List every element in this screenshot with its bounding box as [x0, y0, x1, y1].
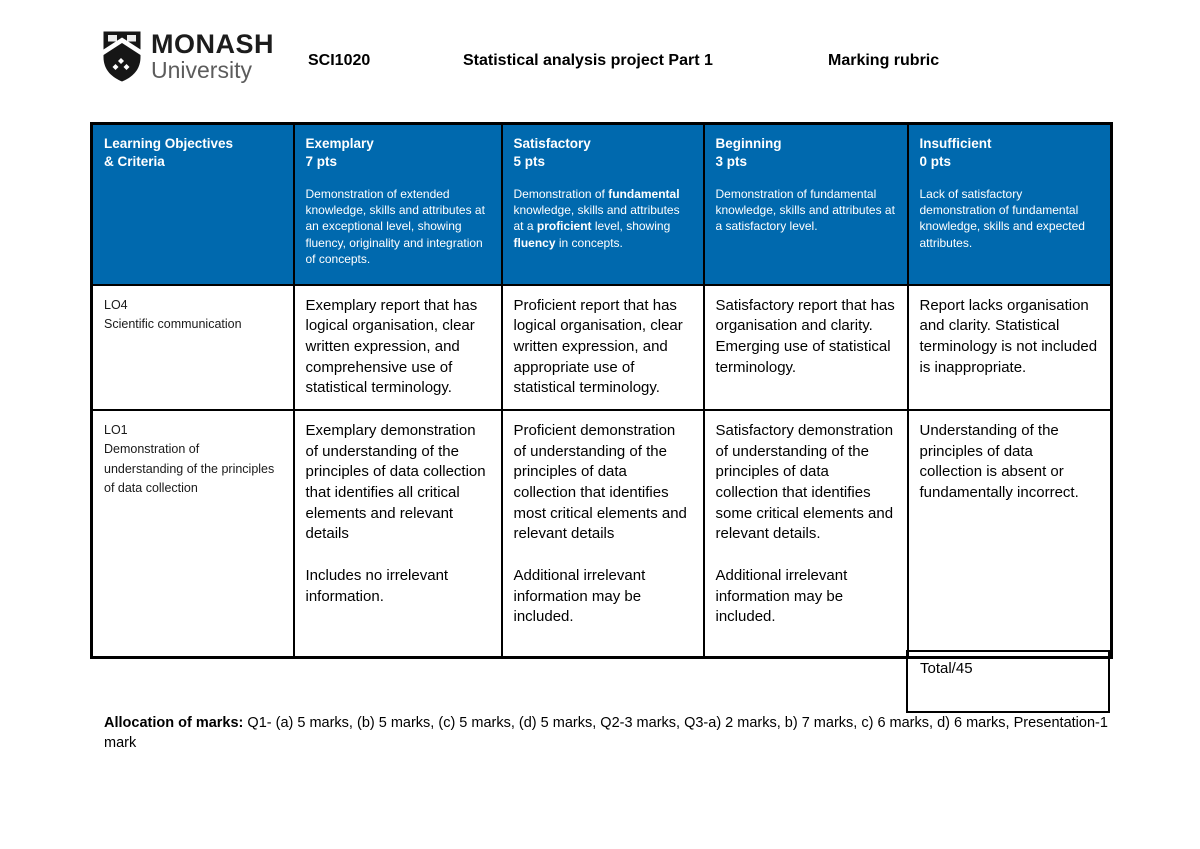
allocation-label: Allocation of marks: — [104, 715, 244, 731]
criteria-header-line1: Learning Objectives — [104, 136, 234, 151]
header-level-insufficient: Insufficient 0 pts Lack of satisfactory … — [906, 122, 1113, 286]
monash-logo: MONASH University — [102, 30, 274, 83]
header-level-beginning: Beginning 3 pts Demonstration of fundame… — [702, 122, 909, 286]
rubric-header-row: Learning Objectives & Criteria Exemplary… — [90, 122, 1113, 286]
rubric-table: Learning Objectives & Criteria Exemplary… — [90, 122, 1113, 660]
cell-lo4-insufficient: Report lacks organisation and clarity. S… — [906, 283, 1113, 411]
lo-code: LO1 — [104, 422, 128, 437]
level-points: 7 pts — [305, 153, 338, 169]
level-title: Satisfactory — [513, 136, 591, 151]
level-title: Insufficient — [919, 136, 992, 151]
criterion-label-lo4: LO4 Scientific communication — [90, 283, 295, 411]
logo-monash-label: MONASH — [151, 29, 274, 59]
lo-code: LO4 — [104, 297, 128, 312]
cell-lo1-satisfactory: Proficient demonstration of understandin… — [500, 408, 705, 659]
level-title: Exemplary — [305, 136, 374, 151]
cell-lo4-beginning: Satisfactory report that has organisatio… — [702, 283, 909, 411]
total-label: Total/45 — [920, 660, 973, 677]
cell-lo4-satisfactory: Proficient report that has logical organ… — [500, 283, 705, 411]
level-title: Beginning — [715, 136, 782, 151]
allocation-text: Q1- (a) 5 marks, (b) 5 marks, (c) 5 mark… — [104, 715, 1108, 751]
allocation-note: Allocation of marks: Q1- (a) 5 marks, (b… — [104, 714, 1114, 753]
monash-shield-icon — [103, 31, 141, 82]
level-points: 3 pts — [715, 153, 748, 169]
monash-logo-text: MONASH University — [151, 31, 274, 82]
logo-university-label: University — [151, 57, 252, 83]
level-points: 0 pts — [919, 153, 952, 169]
document-title: Statistical analysis project Part 1 — [463, 52, 713, 69]
cell-lo1-beginning: Satisfactory demonstration of understand… — [702, 408, 909, 659]
level-description: Demonstration of extended knowledge, ski… — [305, 186, 485, 266]
total-box: Total/45 — [906, 650, 1110, 713]
lo-criterion: Scientific communication — [104, 316, 242, 331]
cell-lo1-insufficient: Understanding of the principles of data … — [906, 408, 1113, 659]
header-level-exemplary: Exemplary 7 pts Demonstration of extende… — [292, 122, 503, 286]
rubric-row-lo1: LO1 Demonstration of understanding of th… — [90, 408, 1113, 659]
criterion-label-lo1: LO1 Demonstration of understanding of th… — [90, 408, 295, 659]
level-description: Demonstration of fundamental knowledge, … — [715, 186, 895, 234]
header-criteria: Learning Objectives & Criteria — [90, 122, 295, 286]
header-level-satisfactory: Satisfactory 5 pts Demonstration of fund… — [500, 122, 705, 286]
level-description: Lack of satisfactory demonstration of fu… — [919, 186, 1085, 250]
document-subtitle: Marking rubric — [828, 52, 940, 69]
rubric-row-lo4: LO4 Scientific communication Exemplary r… — [90, 283, 1113, 411]
level-description: Demonstration of fundamental knowledge, … — [513, 186, 680, 250]
level-points: 5 pts — [513, 153, 546, 169]
cell-lo4-exemplary: Exemplary report that has logical organi… — [292, 283, 503, 411]
criteria-header-line2: & Criteria — [104, 153, 165, 169]
lo-criterion: Demonstration of understanding of the pr… — [104, 442, 275, 496]
cell-lo1-exemplary: Exemplary demonstration of understanding… — [292, 408, 503, 659]
course-code: SCI1020 — [308, 52, 371, 69]
